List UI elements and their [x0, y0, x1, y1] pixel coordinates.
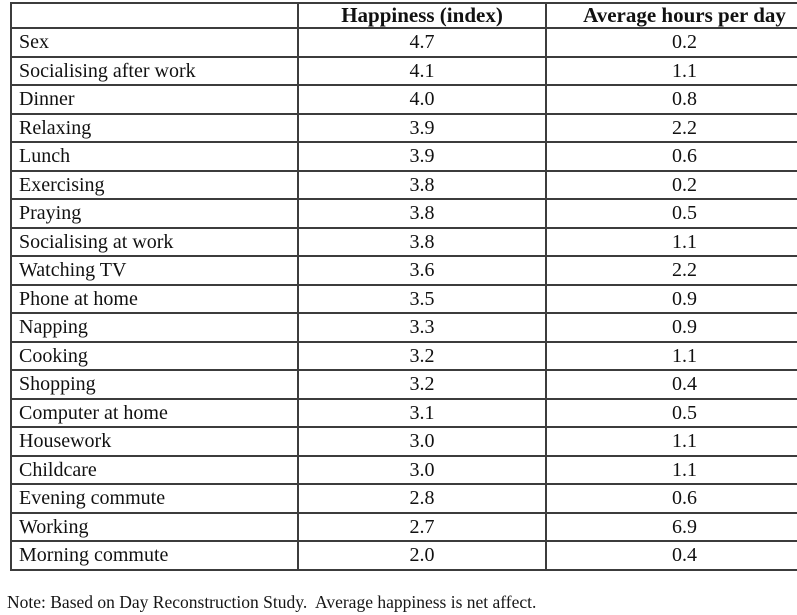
- activity-cell: Socialising at work: [10, 226, 299, 257]
- table-row: Sex 4.7 0.2: [10, 27, 797, 58]
- happiness-value-cell: 3.3: [297, 312, 547, 343]
- table-row: Watching TV 3.6 2.2: [10, 255, 797, 286]
- activity-cell: Napping: [10, 312, 299, 343]
- activity-cell: Working: [10, 511, 299, 542]
- table-row: Housework 3.0 1.1: [10, 426, 797, 457]
- activities-happiness-table: Happiness (index) Average hours per day S…: [10, 2, 797, 571]
- hours-value-cell: 0.8: [545, 84, 797, 115]
- activity-cell: Socialising after work: [10, 55, 299, 86]
- table-header: Happiness (index) Average hours per day: [10, 2, 797, 29]
- table-row: Evening commute 2.8 0.6: [10, 483, 797, 514]
- happiness-value-cell: 3.0: [297, 454, 547, 485]
- happiness-value-cell: 3.9: [297, 112, 547, 143]
- activity-cell: Computer at home: [10, 397, 299, 428]
- hours-value-cell: 6.9: [545, 511, 797, 542]
- activity-cell: Morning commute: [10, 540, 299, 571]
- happiness-value-cell: 3.8: [297, 226, 547, 257]
- activity-cell: Watching TV: [10, 255, 299, 286]
- activity-cell: Exercising: [10, 169, 299, 200]
- happiness-value-cell: 3.8: [297, 169, 547, 200]
- happiness-value-cell: 4.1: [297, 55, 547, 86]
- activity-cell: Childcare: [10, 454, 299, 485]
- corner-header-empty: [10, 2, 299, 29]
- table-row: Childcare 3.0 1.1: [10, 454, 797, 485]
- hours-value-cell: 0.4: [545, 369, 797, 400]
- hours-value-cell: 0.6: [545, 483, 797, 514]
- table-row: Socialising at work 3.8 1.1: [10, 226, 797, 257]
- table-body: Sex 4.7 0.2 Socialising after work 4.1 1.1 Din…: [10, 27, 797, 571]
- activity-cell: Housework: [10, 426, 299, 457]
- hours-value-cell: 1.1: [545, 426, 797, 457]
- hours-value-cell: 0.2: [545, 27, 797, 58]
- happiness-value-cell: 2.0: [297, 540, 547, 571]
- activity-cell: Relaxing: [10, 112, 299, 143]
- happiness-value-cell: 3.0: [297, 426, 547, 457]
- hours-value-cell: 0.5: [545, 198, 797, 229]
- table-row: Napping 3.3 0.9: [10, 312, 797, 343]
- table-row: Shopping 3.2 0.4: [10, 369, 797, 400]
- table-row: Relaxing 3.9 2.2: [10, 112, 797, 143]
- activity-cell: Sex: [10, 27, 299, 58]
- hours-value-cell: 1.1: [545, 454, 797, 485]
- hours-value-cell: 0.5: [545, 397, 797, 428]
- footnote: Note: Based on Day Reconstruction Study.…: [7, 592, 537, 612]
- column-header-happiness: Happiness (index): [297, 2, 547, 29]
- table-row: Working 2.7 6.9: [10, 511, 797, 542]
- activity-cell: Cooking: [10, 340, 299, 371]
- header-row: Happiness (index) Average hours per day: [10, 2, 797, 29]
- column-header-hours: Average hours per day: [545, 2, 797, 29]
- activity-cell: Lunch: [10, 141, 299, 172]
- happiness-value-cell: 3.6: [297, 255, 547, 286]
- hours-value-cell: 0.9: [545, 283, 797, 314]
- hours-value-cell: 1.1: [545, 55, 797, 86]
- hours-value-cell: 0.6: [545, 141, 797, 172]
- table-row: Computer at home 3.1 0.5: [10, 397, 797, 428]
- activity-cell: Shopping: [10, 369, 299, 400]
- table-row: Socialising after work 4.1 1.1: [10, 55, 797, 86]
- table-row: Dinner 4.0 0.8: [10, 84, 797, 115]
- hours-value-cell: 0.2: [545, 169, 797, 200]
- activity-cell: Dinner: [10, 84, 299, 115]
- activity-cell: Phone at home: [10, 283, 299, 314]
- happiness-value-cell: 2.7: [297, 511, 547, 542]
- happiness-value-cell: 3.5: [297, 283, 547, 314]
- table-row: Lunch 3.9 0.6: [10, 141, 797, 172]
- table-row: Morning commute 2.0 0.4: [10, 540, 797, 571]
- hours-value-cell: 1.1: [545, 340, 797, 371]
- table-row: Exercising 3.8 0.2: [10, 169, 797, 200]
- hours-value-cell: 2.2: [545, 255, 797, 286]
- hours-value-cell: 0.9: [545, 312, 797, 343]
- table-row: Phone at home 3.5 0.9: [10, 283, 797, 314]
- hours-value-cell: 0.4: [545, 540, 797, 571]
- happiness-value-cell: 3.1: [297, 397, 547, 428]
- happiness-value-cell: 4.7: [297, 27, 547, 58]
- hours-value-cell: 2.2: [545, 112, 797, 143]
- table-row: Cooking 3.2 1.1: [10, 340, 797, 371]
- table-row: Praying 3.8 0.5: [10, 198, 797, 229]
- happiness-value-cell: 3.8: [297, 198, 547, 229]
- activity-cell: Evening commute: [10, 483, 299, 514]
- happiness-value-cell: 3.2: [297, 369, 547, 400]
- activity-cell: Praying: [10, 198, 299, 229]
- hours-value-cell: 1.1: [545, 226, 797, 257]
- happiness-value-cell: 4.0: [297, 84, 547, 115]
- happiness-value-cell: 2.8: [297, 483, 547, 514]
- happiness-value-cell: 3.9: [297, 141, 547, 172]
- happiness-value-cell: 3.2: [297, 340, 547, 371]
